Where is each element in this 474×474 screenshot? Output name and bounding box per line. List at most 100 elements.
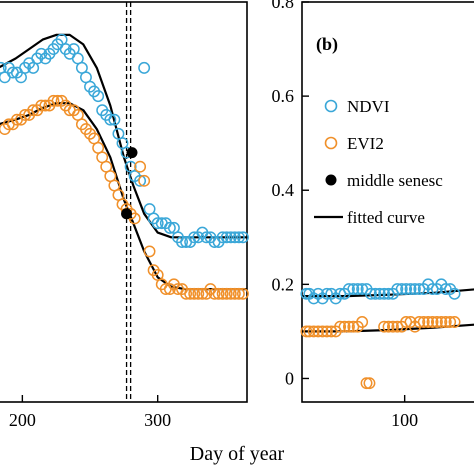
- evi2-point: [439, 316, 452, 328]
- panel-a-points: [0, 33, 249, 300]
- evi2-point: [307, 325, 320, 338]
- evi2-point: [444, 316, 457, 328]
- legend-marker-ndvi: [324, 99, 338, 113]
- evi2-point: [448, 316, 461, 328]
- panel-b-label: (b): [316, 34, 338, 55]
- x-tick-label: 100: [391, 410, 418, 430]
- evi2-point: [236, 287, 249, 300]
- panel-b-ticks: 100 0 0.2 0.4 0.6 0.8: [272, 0, 419, 430]
- ndvi-point: [404, 283, 417, 296]
- ndvi-point: [378, 287, 391, 300]
- legend-label: middle senesc: [347, 171, 443, 190]
- evi2-point: [128, 212, 141, 225]
- ndvi-point: [220, 231, 233, 244]
- panel-a-x-ticks: 200 300: [9, 395, 171, 430]
- evi2-point: [232, 287, 245, 300]
- ndvi-point: [373, 287, 386, 300]
- evi2-point: [138, 174, 151, 187]
- ndvi-point: [408, 283, 421, 296]
- evi2-point: [417, 316, 430, 328]
- x-axis-title: Day of year: [190, 443, 285, 465]
- evi2-point: [180, 287, 193, 300]
- ndvi-point: [448, 287, 461, 300]
- ndvi-point: [236, 231, 249, 244]
- panel-b-frame: [301, 1, 474, 403]
- evi2-point: [386, 320, 399, 333]
- ndvi-point: [400, 283, 413, 296]
- evi2-point: [216, 287, 229, 300]
- evi2-point: [435, 316, 448, 328]
- ndvi-point: [151, 217, 164, 230]
- y-tick-label: 0.8: [272, 0, 295, 12]
- y-tick-label: 0.4: [272, 180, 295, 200]
- evi2-point: [208, 287, 221, 300]
- evi2-point: [212, 287, 225, 300]
- evi2-point: [188, 287, 201, 300]
- ndvi-point: [228, 231, 241, 244]
- ndvi-point: [342, 283, 355, 296]
- legend-label: fitted curve: [347, 208, 425, 227]
- ndvi-point: [163, 221, 176, 234]
- legend: NDVI EVI2 middle senesc fitted curve: [314, 97, 443, 227]
- y-tick-label: 0.6: [272, 86, 295, 106]
- evi2-point: [134, 160, 147, 173]
- evi2-point: [363, 377, 376, 390]
- panel-a-middle-senescence: [121, 147, 138, 220]
- middle-senescence-point: [121, 208, 133, 220]
- evi2-point: [342, 320, 355, 333]
- panel-a-frame: [0, 1, 248, 403]
- evi2-point: [143, 245, 156, 258]
- ndvi-point: [216, 231, 229, 244]
- evi2-point: [338, 320, 351, 333]
- ndvi-point: [176, 236, 188, 248]
- ndvi-point: [104, 113, 117, 126]
- ndvi-point: [369, 287, 382, 300]
- evi2-point: [184, 287, 197, 300]
- evi2-point: [312, 325, 325, 338]
- evi2-point: [426, 316, 439, 328]
- x-tick-label: 200: [9, 410, 36, 430]
- evi2-point: [382, 320, 395, 333]
- evi2-point: [220, 287, 233, 300]
- evi2-point: [316, 325, 329, 338]
- y-tick-label: 0.2: [272, 274, 295, 294]
- evi2-point: [360, 377, 373, 390]
- evi2-point: [320, 325, 333, 338]
- y-tick-label: 0: [285, 368, 294, 388]
- x-tick-label: 300: [144, 410, 171, 430]
- ndvi-point: [92, 90, 105, 103]
- evi2-point: [334, 320, 347, 333]
- ndvi-point: [351, 283, 364, 296]
- evi2-point: [35, 99, 48, 112]
- ndvi-point: [347, 283, 360, 296]
- evi2-point: [356, 316, 369, 328]
- ndvi-point: [364, 287, 377, 300]
- legend-marker-middle-senescence: [325, 174, 337, 186]
- evi2-point: [430, 316, 443, 328]
- panel-b: 100 0 0.2 0.4 0.6 0.8 (b) NDVI EVI2 middle sene…: [272, 0, 474, 430]
- evi2-point: [422, 316, 435, 328]
- legend-label: EVI2: [347, 134, 384, 153]
- fitted-curve: [0, 33, 247, 239]
- panel-a-fitted-curves: [0, 33, 247, 291]
- panel-a: 200 300: [0, 1, 249, 430]
- ndvi-point: [395, 283, 408, 296]
- ndvi-point: [224, 231, 237, 244]
- evi2-point: [303, 325, 316, 338]
- evi2-point: [47, 94, 60, 107]
- ndvi-point: [232, 231, 245, 244]
- evi2-point: [300, 325, 313, 338]
- evi2-point: [224, 287, 237, 300]
- evi2-point: [413, 316, 426, 328]
- evi2-point: [378, 320, 391, 333]
- ndvi-point: [138, 61, 151, 74]
- legend-marker-evi2: [324, 136, 338, 150]
- ndvi-point: [134, 174, 147, 187]
- legend-label: NDVI: [347, 97, 390, 116]
- ndvi-point: [108, 113, 121, 126]
- middle-senescence-point: [126, 147, 138, 159]
- evi2-point: [228, 287, 241, 300]
- evi2-point: [192, 287, 205, 300]
- panel-b-points: [300, 278, 461, 390]
